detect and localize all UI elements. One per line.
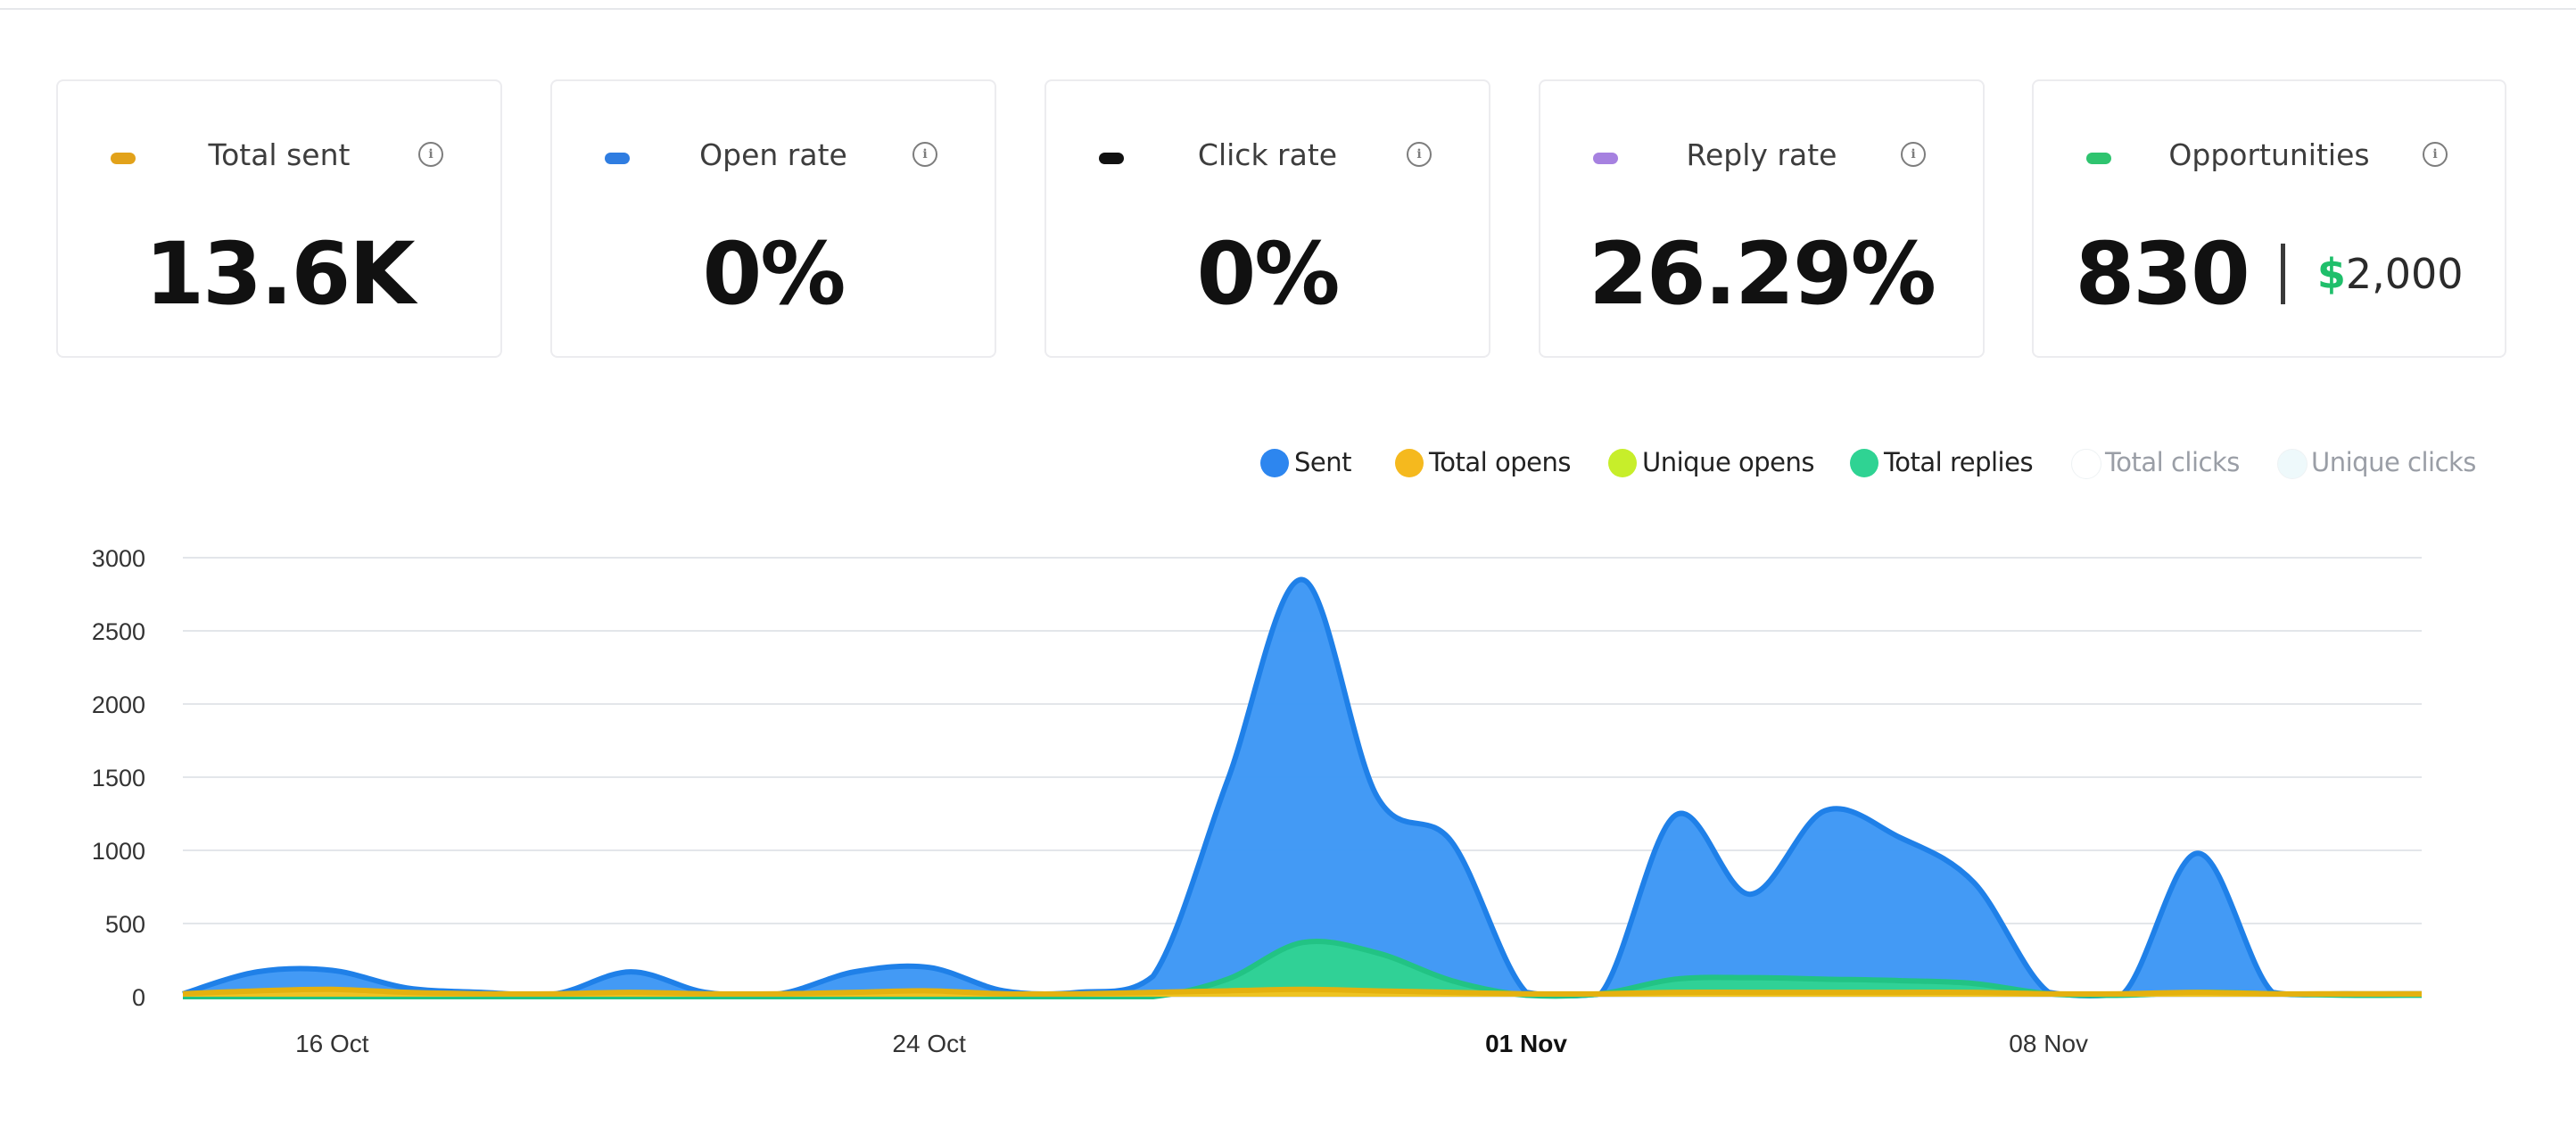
- card-click-rate[interactable]: Click rate i 0%: [1044, 79, 1490, 358]
- info-icon[interactable]: i: [912, 142, 937, 167]
- card-value: 830: [2075, 224, 2250, 324]
- x-tick-label: 24 Oct: [892, 1030, 966, 1057]
- legend-label: Sent: [1294, 447, 1352, 477]
- opportunities-color-dot: [2086, 153, 2111, 164]
- legend-label: Total replies: [1884, 447, 2034, 477]
- amount-value: 2,000: [2345, 250, 2464, 298]
- email-activity-chart: 0 500 1000 1500 2000 2500 3000 16 Oct 24 Oct 01 N…: [92, 545, 2423, 1057]
- info-icon[interactable]: i: [418, 142, 443, 167]
- metric-cards: Total sent i 13.6K Open rate i 0% Click …: [0, 0, 2576, 375]
- info-icon[interactable]: i: [2423, 142, 2448, 167]
- card-total-sent[interactable]: Total sent i 13.6K: [56, 79, 502, 358]
- chart-legend: Sent Total opens Unique opens Total repl…: [0, 443, 2576, 483]
- legend-dot: [2071, 449, 2101, 479]
- info-icon[interactable]: i: [1407, 142, 1432, 167]
- top-divider: [0, 8, 2576, 10]
- y-tick-label: 500: [105, 911, 145, 938]
- y-tick-label: 2000: [92, 692, 145, 718]
- x-tick-label: 08 Nov: [2009, 1030, 2088, 1057]
- y-tick-label: 1500: [92, 765, 145, 791]
- legend-dot: [1395, 449, 1424, 477]
- click-rate-color-dot: [1099, 153, 1124, 164]
- card-open-rate[interactable]: Open rate i 0%: [550, 79, 996, 358]
- card-label: Opportunities: [2168, 137, 2370, 172]
- reply-rate-color-dot: [1593, 153, 1618, 164]
- legend-label: Total clicks: [2105, 447, 2240, 477]
- y-tick-label: 3000: [92, 545, 145, 572]
- card-opportunities[interactable]: Opportunities i 830 $2,000: [2032, 79, 2506, 358]
- card-label: Click rate: [1197, 137, 1338, 172]
- legend-dot: [1850, 449, 1878, 477]
- x-tick-label: 16 Oct: [295, 1030, 369, 1057]
- legend-dot: [2277, 449, 2308, 479]
- y-tick-label: 2500: [92, 618, 145, 645]
- total-sent-color-dot: [111, 153, 136, 164]
- x-tick-label: 01 Nov: [1485, 1030, 1567, 1057]
- legend-label: Unique clicks: [2311, 447, 2476, 477]
- legend-dot: [1608, 449, 1637, 477]
- legend-dot: [1260, 449, 1289, 477]
- series-line-total-opens: [182, 986, 2422, 998]
- legend-label: Total opens: [1429, 447, 1571, 477]
- card-value: 0%: [702, 224, 846, 324]
- card-label: Open rate: [699, 137, 847, 172]
- value-separator: [2280, 244, 2285, 304]
- y-tick-label: 0: [132, 984, 145, 1011]
- card-reply-rate[interactable]: Reply rate i 26.29%: [1539, 79, 1985, 358]
- info-icon[interactable]: i: [1901, 142, 1926, 167]
- currency-symbol: $: [2316, 250, 2346, 298]
- series-area-total-replies: [183, 940, 2422, 997]
- y-tick-label: 1000: [92, 838, 145, 865]
- legend-label: Unique opens: [1642, 447, 1815, 477]
- card-value: 13.6K: [144, 224, 415, 324]
- opportunities-value: 830 $2,000: [2034, 224, 2505, 324]
- card-value: 0%: [1196, 224, 1341, 324]
- series-area-sent: [183, 579, 2422, 997]
- card-value: 26.29%: [1589, 224, 1936, 324]
- card-label: Total sent: [208, 137, 351, 172]
- opportunity-amount: $2,000: [2317, 250, 2464, 298]
- open-rate-color-dot: [605, 153, 630, 164]
- card-label: Reply rate: [1686, 137, 1837, 172]
